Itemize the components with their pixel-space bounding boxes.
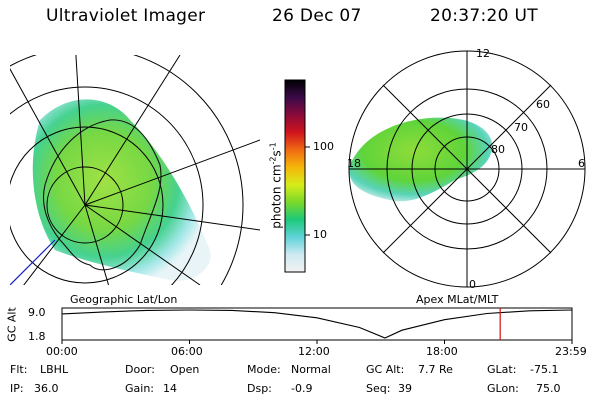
altitude-ytick-9: 9.0 <box>28 306 46 319</box>
right-map-label: Apex MLat/MLT <box>416 293 499 306</box>
dsp-value: -0.9 <box>291 382 313 395</box>
glat-value: -75.1 <box>530 363 559 376</box>
door-value: Open <box>170 363 200 376</box>
colorbar-tick-10: 10 <box>313 228 327 241</box>
mlt-label-6: 6 <box>578 157 585 170</box>
altitude-ytick-1-8: 1.8 <box>28 330 46 343</box>
door-key: Door: <box>125 363 155 376</box>
gain-key: Gain: <box>125 382 154 395</box>
ip-key: IP: <box>10 382 24 395</box>
antarctica-coastline <box>42 119 162 271</box>
apex-polar-plot <box>348 50 586 288</box>
geographic-map <box>10 55 260 285</box>
seq-key: Seq: <box>366 382 391 395</box>
flt-value: LBHL <box>40 363 69 376</box>
dsp-key: Dsp: <box>247 382 272 395</box>
glon-key: GLon: <box>487 382 519 395</box>
gc-alt-value: 7.7 Re <box>418 363 453 376</box>
mlat-label-60: 60 <box>536 98 550 111</box>
flt-key: Flt: <box>10 363 28 376</box>
gain-value: 14 <box>163 382 177 395</box>
mlt-label-12: 12 <box>476 47 490 60</box>
colorbar-tick-100: 100 <box>313 140 334 153</box>
unit-sup-2: -1 <box>268 142 278 151</box>
aurora-oval-left <box>32 99 211 281</box>
gc-alt-key: GC Alt: <box>366 363 405 376</box>
colorbar-unit-label: photon cm-2s-1 <box>269 106 284 266</box>
seq-value: 39 <box>398 382 412 395</box>
unit-text: photon cm <box>269 164 284 229</box>
time-readout: 20:37:20 UT <box>430 6 538 26</box>
left-map-label: Geographic Lat/Lon <box>70 293 178 306</box>
coast-blue-line <box>10 239 56 285</box>
mlat-label-80: 80 <box>491 143 505 156</box>
mlat-label-70: 70 <box>514 121 528 134</box>
colorbar-ticks <box>305 146 310 236</box>
aurora-oval-right <box>349 117 493 202</box>
mlt-label-0: 0 <box>469 278 476 291</box>
date-readout: 26 Dec 07 <box>272 6 362 26</box>
unit-sup-1: -2 <box>268 156 278 165</box>
altitude-ylabel: GC Alt <box>5 307 19 342</box>
altitude-xtick-1200: 12:00 <box>298 345 330 358</box>
altitude-xtick-1800: 18:00 <box>426 345 458 358</box>
altitude-series-line <box>61 309 573 339</box>
glon-value: 75.0 <box>536 382 561 395</box>
glat-key: GLat: <box>487 363 517 376</box>
altitude-xtick-2359: 23:59 <box>555 345 587 358</box>
unit-text-s: s <box>269 150 284 157</box>
mode-key: Mode: <box>247 363 281 376</box>
mlt-label-18: 18 <box>347 157 361 170</box>
altitude-xtick-0000: 00:00 <box>46 345 78 358</box>
app-title: Ultraviolet Imager <box>46 6 206 26</box>
ip-value: 36.0 <box>34 382 59 395</box>
mode-value: Normal <box>291 363 331 376</box>
altitude-xtick-0600: 06:00 <box>171 345 203 358</box>
colorbar <box>284 79 306 273</box>
altitude-chart <box>61 307 573 344</box>
